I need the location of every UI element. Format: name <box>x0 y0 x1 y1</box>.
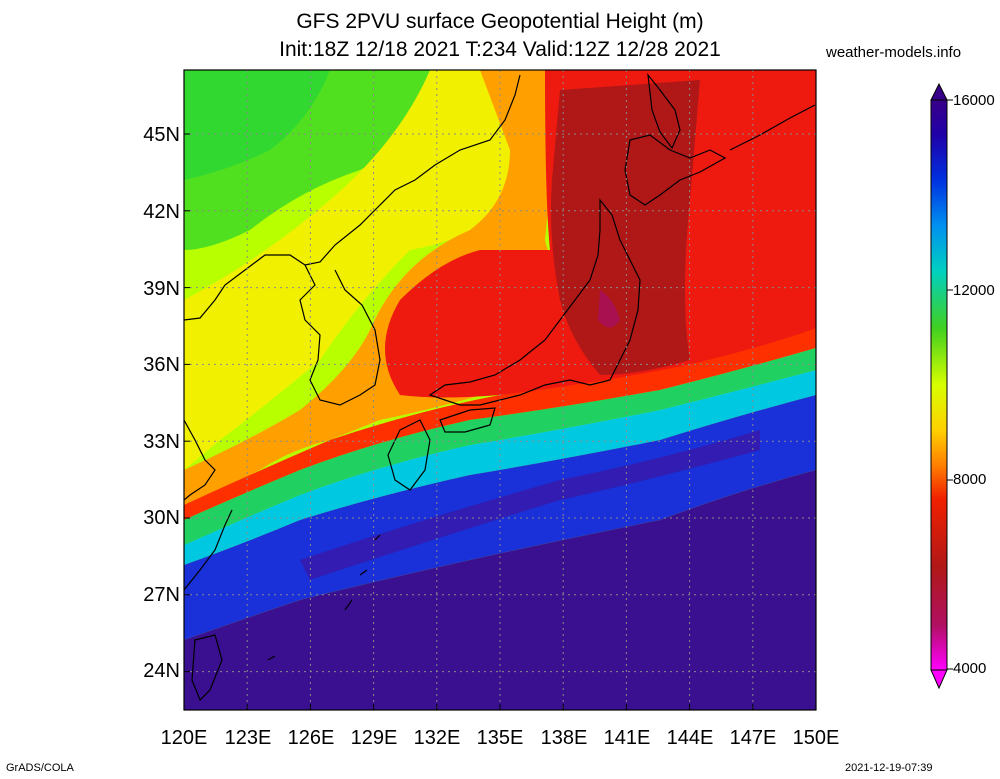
lat-label-33n: 33N <box>143 431 180 453</box>
site-credit: weather-models.info <box>826 44 962 61</box>
coast-hokkaido <box>624 134 727 206</box>
lat-label-45n: 45N <box>143 124 180 146</box>
coast-sakhalin <box>647 72 681 150</box>
coast-shikoku <box>439 407 496 433</box>
colorbar <box>930 82 953 690</box>
colorbar-label-4000: 4000 <box>953 660 987 677</box>
lon-label-126e: 126E <box>287 727 335 749</box>
coast-china-south <box>184 509 233 591</box>
lon-label-120e: 120E <box>160 727 208 749</box>
field-dark-red-core <box>551 80 700 375</box>
lat-label-42n: 42N <box>143 201 180 223</box>
field-red-edge <box>184 328 816 520</box>
lon-label-123e: 123E <box>224 727 272 749</box>
coast-ryukyu <box>267 534 381 661</box>
lat-label-27n: 27N <box>143 584 180 606</box>
field-green-transition <box>184 348 816 545</box>
lon-label-150e: 150E <box>792 727 840 749</box>
coast-kyushu <box>387 419 431 491</box>
coast-mainland <box>184 74 521 321</box>
coast-korea <box>299 264 381 406</box>
colorbar-top-arrow <box>930 82 948 101</box>
field-purple-region <box>184 470 816 710</box>
lat-label-39n: 39N <box>143 278 180 300</box>
field-purple-streak <box>300 430 760 580</box>
lon-label-141e: 141E <box>603 727 651 749</box>
coast-china-east <box>184 419 216 501</box>
colorbar-label-12000: 12000 <box>953 282 995 299</box>
colorbar-label-8000: 8000 <box>953 471 987 488</box>
field-magenta-spot <box>598 290 620 328</box>
axis-ticks <box>183 133 817 710</box>
lat-label-36n: 36N <box>143 354 180 376</box>
grid-lines <box>184 70 816 710</box>
colorbar-label-16000: 16000 <box>953 92 995 109</box>
lat-label-24n: 24N <box>143 660 180 682</box>
lon-label-147e: 147E <box>729 727 777 749</box>
lon-label-135e: 135E <box>476 727 524 749</box>
height-field <box>184 70 816 710</box>
colorbar-scale <box>930 99 948 671</box>
chart-title-line1: GFS 2PVU surface Geopotential Height (m) <box>296 10 704 33</box>
lon-label-132e: 132E <box>413 727 461 749</box>
lat-label-30n: 30N <box>143 507 180 529</box>
lon-label-129e: 129E <box>350 727 398 749</box>
coastlines <box>184 72 816 702</box>
field-green-core <box>184 70 330 180</box>
footer-timestamp: 2021-12-19-07:39 <box>845 762 933 774</box>
lon-label-138e: 138E <box>540 727 588 749</box>
footer-grads: GrADS/COLA <box>6 762 74 774</box>
lon-label-144e: 144E <box>666 727 714 749</box>
coast-kurils <box>729 104 816 151</box>
chart-title-line2: Init:18Z 12/18 2021 T:234 Valid:12Z 12/2… <box>279 38 721 61</box>
coast-taiwan <box>191 634 223 702</box>
coast-honshu <box>428 198 641 406</box>
field-yellow-band <box>184 70 520 470</box>
colorbar-bottom-arrow <box>930 669 948 690</box>
